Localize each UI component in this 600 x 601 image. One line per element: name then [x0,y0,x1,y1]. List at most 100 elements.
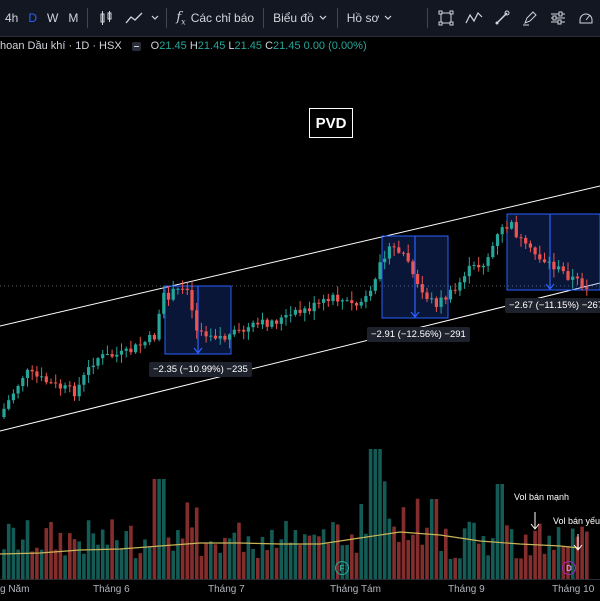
symbol-name[interactable]: hoan Dầu khí · 1D · HSX [0,40,122,52]
volume-bar [368,449,373,579]
volume-bar [439,550,443,579]
measure-box-3[interactable] [506,213,600,291]
candle-body [138,344,142,346]
candle-body [30,369,34,372]
candle-body [425,292,429,299]
candle-body [105,354,109,356]
candle-body [486,257,490,266]
candle-body [148,335,152,343]
candle-body [585,287,589,289]
fx-icon: fx [176,9,186,27]
candles-icon[interactable] [92,0,120,36]
volume-bar [335,524,340,579]
volume-bar [307,535,312,579]
volume-bar [420,544,425,579]
volume-bar [585,531,589,579]
volume-bar [190,527,194,579]
pen-icon[interactable] [516,0,544,36]
candle-body [416,274,420,285]
event-marker-d[interactable]: D [562,561,576,575]
time-axis[interactable]: g Năm Tháng 6 Tháng 7 Tháng Tám Tháng 9 … [0,579,600,601]
candle-body [16,386,20,394]
open-value: 21.45 [159,40,187,52]
interval-m[interactable]: M [68,11,79,25]
toolbar-divider [336,8,338,28]
candle-body [63,385,67,389]
candle-body [373,279,377,291]
volume-bar [223,537,227,579]
candle-body [275,320,279,324]
candle-body [472,264,476,266]
indicators-button[interactable]: fx Các chỉ báo [171,0,259,36]
annotation-weak-sell: Vol bán yếu [553,516,600,526]
chevron-down-icon[interactable] [148,0,162,36]
candle-body [528,243,532,248]
candle-body [481,265,485,268]
top-toolbar: 4h D W M fx Các chỉ báo Biểu đồ Hồ sơ [0,0,600,37]
volume-bar [270,529,274,579]
volume-bar [91,533,96,579]
volume-bar [312,534,316,579]
line-trend-icon[interactable] [120,0,148,36]
candle-body [580,278,584,288]
chart-type-label: Biểu đồ [273,11,314,25]
candle-body [345,300,349,302]
volume-bar [293,530,298,579]
settings-sliders-icon[interactable] [544,0,572,36]
candle-body [448,289,453,300]
volume-bar [317,536,321,579]
candle-body [307,308,312,312]
candle-body [331,294,335,302]
legend-collapse-icon[interactable] [131,41,141,51]
ruler-icon[interactable] [572,0,600,36]
candle-body [265,319,269,327]
candle-body [326,298,330,302]
candle-body [369,290,373,297]
candle-body [359,301,363,306]
toolbar-divider [263,8,265,28]
volume-bar [143,539,147,579]
candle-body [190,289,194,311]
candle-body [25,369,30,379]
volume-bar [6,523,11,579]
profile-button[interactable]: Hồ sơ [342,0,399,36]
volume-bar [162,479,166,579]
profile-label: Hồ sơ [346,11,380,25]
chevron-down-icon [319,15,327,20]
candle-body [392,246,396,248]
annotation-strong-sell: Vol bán mạnh [514,492,570,502]
interval-d[interactable]: D [28,11,38,25]
candle-body [49,382,53,384]
candle-body [2,408,6,418]
volume-bar [180,538,185,579]
candle-body [561,266,565,272]
candle-body [101,354,105,359]
candle-body [378,262,382,280]
candle-body [82,375,86,385]
volume-bar [552,549,556,579]
volume-bar [72,539,77,579]
volume-bar [2,549,6,579]
candle-body [557,266,561,270]
candle-body [87,367,91,376]
measure-box-2[interactable] [381,235,449,319]
volume-bar [251,548,255,579]
interval-4h[interactable]: 4h [5,11,19,25]
drawing-tools [423,0,600,36]
volume-bar [298,544,302,579]
price-chart[interactable] [0,36,600,579]
interval-w[interactable]: W [47,11,59,25]
zigzag-icon[interactable] [460,0,488,36]
square-select-icon[interactable] [432,0,460,36]
volume-bar [209,541,213,579]
chart-type-button[interactable]: Biểu đồ [268,0,333,36]
volume-bar [105,544,110,579]
volume-bar [481,536,486,579]
volume-moving-average-line [0,531,581,555]
chevron-down-icon [384,15,392,20]
event-marker-f[interactable]: F [335,561,349,575]
candle-body [11,393,15,401]
brush-icon[interactable] [488,0,516,36]
candle-body [505,227,509,229]
candle-body [364,296,368,302]
